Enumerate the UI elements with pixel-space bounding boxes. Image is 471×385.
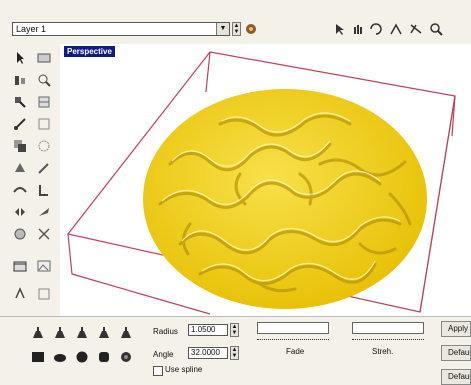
image-icon[interactable] [36,258,52,274]
flat-brush-icon[interactable] [30,325,46,341]
cube-brush-icon[interactable] [30,349,46,365]
default-button-2[interactable]: Default [441,369,471,385]
apply-button[interactable]: Apply [441,321,471,337]
transform-icon[interactable] [12,116,28,132]
zoom-icon[interactable] [36,72,52,88]
stamp-brush-icon[interactable] [118,325,134,341]
zoom-fit-icon[interactable] [428,21,444,37]
layer-dropdown[interactable]: Layer 1 ▼ [12,22,230,36]
chevron-down-icon[interactable]: ▼ [216,23,229,35]
radius-input[interactable]: 1.0500 [188,324,228,336]
fade-ticks [257,339,329,344]
erase-icon[interactable] [12,258,28,274]
move-icon[interactable] [12,72,28,88]
brush-row-2 [30,349,140,367]
rotate-view-icon[interactable] [368,21,384,37]
strength-label: Streh. [372,347,394,356]
measure-icon[interactable] [36,182,52,198]
sphere-brush-icon[interactable] [74,349,90,365]
perspective-viewport[interactable]: Perspective [60,44,471,316]
radius-spinner[interactable]: ▲ ▼ [230,323,239,337]
zoom-in-icon[interactable] [388,21,404,37]
layers-icon[interactable] [36,94,52,110]
strength-slider[interactable] [352,322,424,334]
layer-settings-icon[interactable] [244,22,258,36]
smooth-icon[interactable] [12,182,28,198]
paint-icon[interactable] [12,226,28,242]
sculpt-icon[interactable] [12,160,28,176]
angle-input[interactable]: 32.0000 [188,347,228,359]
hand-pan-icon[interactable] [350,21,366,37]
fade-label: Fade [286,347,305,356]
outline-icon[interactable] [36,138,52,154]
spike-brush-icon[interactable] [96,325,112,341]
frame-icon[interactable] [36,116,52,132]
cylinder-brush-icon[interactable] [96,349,112,365]
viewport-label: Perspective [64,46,115,57]
round-brush-icon[interactable] [52,325,68,341]
use-spline-label: Use spline [165,365,203,374]
select-arrow-icon[interactable] [12,50,28,66]
brush-settings-panel: Radius 1.0500 ▲ ▼ Angle 32.0000 ▲ ▼ Use sp… [0,316,471,385]
scale-icon[interactable] [12,94,28,110]
textured-surface [143,89,427,309]
knife-icon[interactable] [36,204,52,220]
cut-icon[interactable] [36,226,52,242]
layer-dropdown-value: Layer 1 [16,24,47,34]
radius-label: Radius [153,327,178,336]
cone-brush-icon[interactable] [118,349,134,365]
zoom-out-icon[interactable] [408,21,424,37]
smooth-brush-icon[interactable] [74,325,90,341]
box-icon[interactable] [36,286,52,302]
pen-icon[interactable] [36,160,52,176]
angle-spinner[interactable]: ▲ ▼ [230,346,239,360]
bounding-box-front [419,95,456,313]
layer-spinner[interactable]: ▲ ▼ [232,22,241,36]
strength-ticks [352,339,424,344]
surface-relief [158,114,412,293]
use-spline-checkbox[interactable] [153,366,163,376]
arrow-cursor-icon[interactable] [332,21,348,37]
angle-label: Angle [153,350,174,359]
surface-highlights [161,112,401,282]
mirror-icon[interactable] [12,204,28,220]
fade-slider[interactable] [257,322,329,334]
view-icon[interactable] [36,50,52,66]
brush-row-1 [30,325,140,343]
default-button[interactable]: Default [441,345,471,361]
navigation-toolbar [332,20,471,38]
copy-icon[interactable] [12,138,28,154]
viewport-canvas [66,51,456,315]
grid-icon[interactable] [12,286,28,302]
layer-brush-icon[interactable] [52,349,68,365]
tool-palette [8,46,58,316]
